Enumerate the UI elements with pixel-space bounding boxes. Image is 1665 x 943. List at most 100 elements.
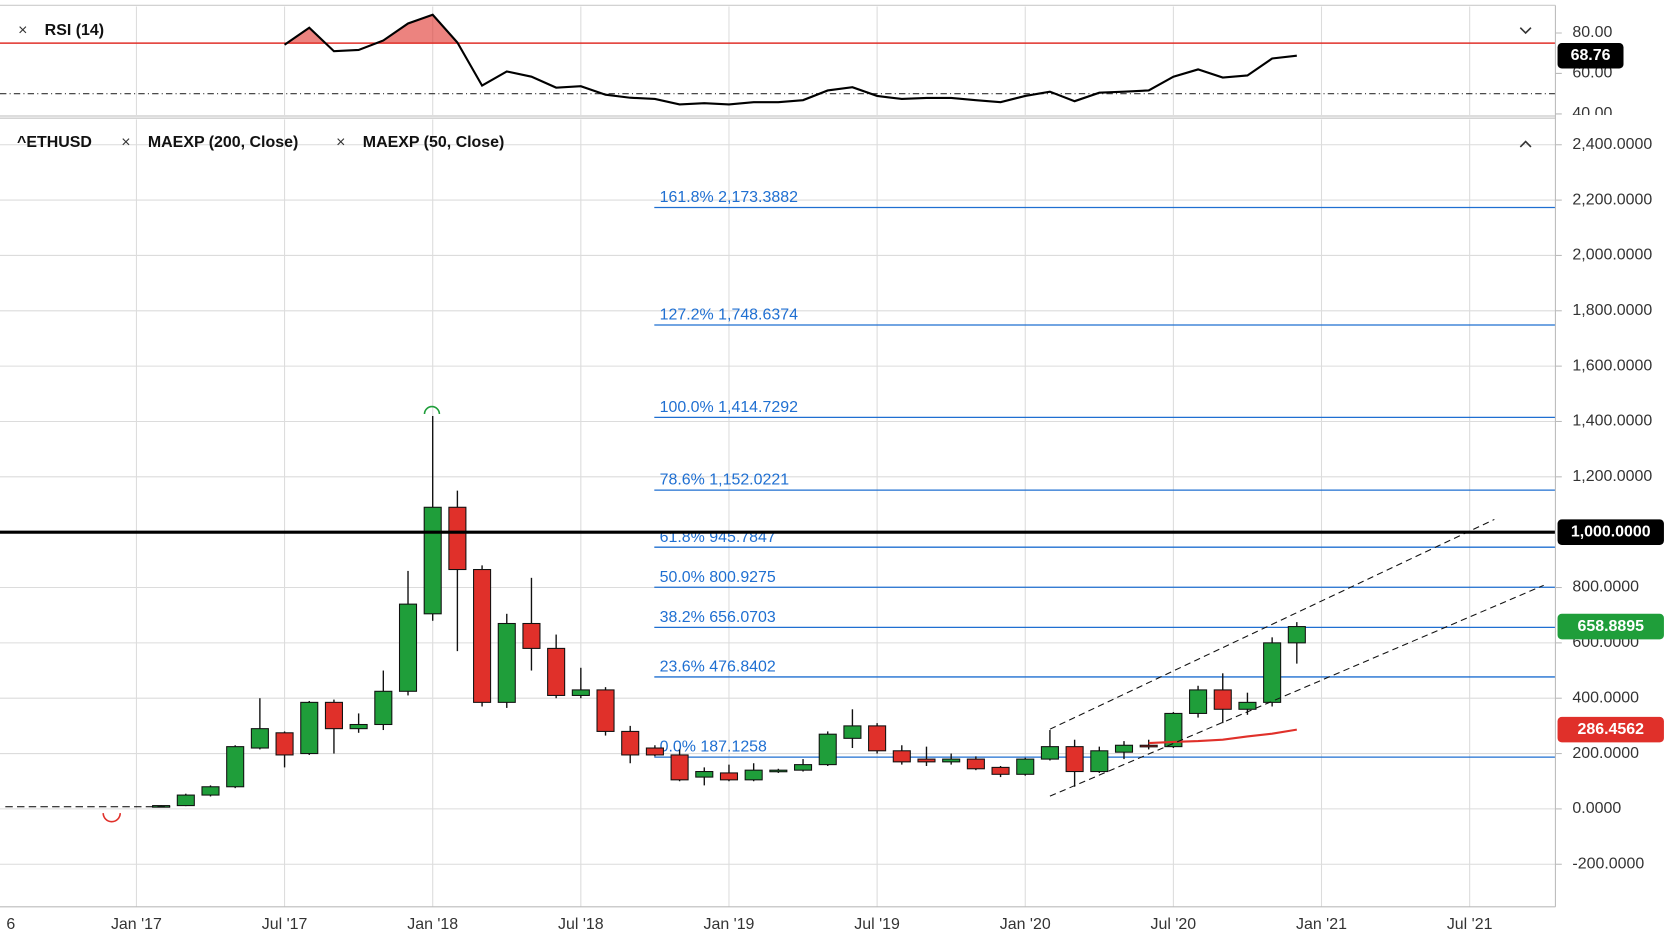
low-marker xyxy=(102,813,122,823)
candle-body xyxy=(349,723,368,730)
candle-body xyxy=(1114,744,1134,753)
legend-entry: RSI (14) xyxy=(45,22,104,39)
candle-body xyxy=(547,647,566,696)
x-tick-label: Jul '19 xyxy=(854,916,900,933)
remove-icon[interactable]: × xyxy=(18,22,27,39)
remove-icon[interactable]: × xyxy=(121,134,130,151)
candle-body xyxy=(497,622,516,703)
candle-body xyxy=(744,769,763,781)
fib-label: 23.6% 476.8402 xyxy=(660,659,776,676)
x-tick-label: Jan '19 xyxy=(704,916,755,933)
x-tick-label: 6 xyxy=(6,916,15,933)
candle-body xyxy=(769,769,788,773)
x-axis: 6 Jan '17 Jul '17 Jan '18 Jul '18 Jan '19 Jul … xyxy=(6,916,1492,933)
x-tick-label: Jan '17 xyxy=(111,916,162,933)
fib-label: 50.0% 800.9275 xyxy=(660,569,776,586)
y-tick-label: 400.0000 xyxy=(1572,689,1639,706)
candle-body xyxy=(892,750,911,763)
collapse-button[interactable] xyxy=(1519,27,1532,35)
candle-body xyxy=(1164,712,1183,748)
candle-body xyxy=(571,689,590,696)
candle-body xyxy=(1238,701,1257,710)
value-badge xyxy=(1557,716,1664,743)
candle-body xyxy=(942,758,961,763)
candle-body xyxy=(596,689,615,732)
y-tick-label: 80.00 xyxy=(1572,24,1612,41)
value-badge-label: 68.76 xyxy=(1571,47,1611,64)
candle-body xyxy=(473,568,492,703)
rsi-line xyxy=(283,13,1297,106)
candle-body xyxy=(695,771,714,778)
y-tick-label: 200.0000 xyxy=(1572,745,1639,762)
fib-label: 0.0% 187.1258 xyxy=(660,739,767,756)
candle-body xyxy=(843,725,862,739)
fib-label: 78.6% 1,152.0221 xyxy=(660,472,790,489)
legend-entry: MAEXP (50, Close) xyxy=(363,134,505,151)
x-tick-label: Jul '17 xyxy=(262,916,308,933)
y-tick-label: 1,400.0000 xyxy=(1572,413,1652,430)
candle-body xyxy=(300,701,319,755)
value-badge-label: 658.8895 xyxy=(1577,618,1644,635)
overbought-fill xyxy=(284,14,1297,44)
candle-body xyxy=(250,728,269,749)
candle-body xyxy=(1213,689,1232,710)
x-tick-label: Jan '20 xyxy=(1000,916,1051,933)
legend-entry: MAEXP (200, Close) xyxy=(148,134,298,151)
y-tick-label: 800.0000 xyxy=(1572,579,1639,596)
y-tick-label: 1,800.0000 xyxy=(1572,302,1652,319)
candle-body xyxy=(1065,746,1084,773)
candle-body xyxy=(275,732,294,756)
x-tick-label: Jan '18 xyxy=(407,916,458,933)
candle-body xyxy=(324,701,343,730)
candle-body xyxy=(1139,744,1158,748)
candle-body xyxy=(522,622,541,649)
candle-body xyxy=(719,772,739,781)
candle-body xyxy=(621,730,640,756)
candle-body xyxy=(991,766,1010,775)
y-tick-label: 2,000.0000 xyxy=(1572,247,1652,264)
y-tick-label: 0.0000 xyxy=(1572,800,1621,817)
x-tick-label: Jul '18 xyxy=(558,916,604,933)
fib-label: 127.2% 1,748.6374 xyxy=(660,307,798,324)
fib-label: 161.8% 2,173.3882 xyxy=(660,189,798,206)
candle-body xyxy=(1040,746,1059,760)
y-tick-label: 2,400.0000 xyxy=(1572,136,1652,153)
candle-body xyxy=(670,754,689,781)
candle-body xyxy=(868,725,887,752)
candle-body xyxy=(645,747,664,756)
candle-body xyxy=(966,758,985,770)
candle-body xyxy=(423,506,442,615)
candle-body xyxy=(1287,626,1306,644)
y-tick-label: 1,200.0000 xyxy=(1572,468,1652,485)
candle-body xyxy=(448,506,467,571)
collapse-button[interactable] xyxy=(1519,140,1532,148)
value-badge-label: 1,000.0000 xyxy=(1571,523,1651,540)
trendline xyxy=(1049,584,1544,797)
candle-body xyxy=(1263,642,1282,703)
y-tick-label: -200.0000 xyxy=(1572,855,1644,872)
candle-body xyxy=(1090,750,1109,773)
fib-label: 100.0% 1,414.7292 xyxy=(660,399,798,416)
candle-body xyxy=(176,794,195,807)
legend-entry: ^ETHUSD xyxy=(17,134,92,151)
overlay: 68.76 1,000.0000 658.8895 286.4562 xyxy=(1557,42,1664,743)
y-tick-label: 1,600.0000 xyxy=(1572,357,1652,374)
value-badge xyxy=(1557,42,1624,69)
remove-icon[interactable]: × xyxy=(336,134,345,151)
y-tick-label: 2,200.0000 xyxy=(1572,191,1652,208)
candle-body xyxy=(917,758,936,763)
y-tick-label: 40.00 xyxy=(1572,105,1612,122)
fib-label: 38.2% 656.0703 xyxy=(660,609,776,626)
x-tick-label: Jul '21 xyxy=(1447,916,1493,933)
value-badge xyxy=(1557,519,1664,545)
rsi-panel: 80.00 60.00 40.00 xyxy=(0,6,1612,122)
y-tick-label: 60.00 xyxy=(1572,65,1612,82)
candle-body xyxy=(793,764,813,771)
trendline xyxy=(1049,518,1495,730)
price-panel: 161.8% 2,173.3882 127.2% 1,748.6374 100.0%… xyxy=(0,119,1556,907)
ma-line xyxy=(1148,728,1297,745)
candle-body xyxy=(374,690,393,726)
candle-body xyxy=(1016,758,1035,775)
